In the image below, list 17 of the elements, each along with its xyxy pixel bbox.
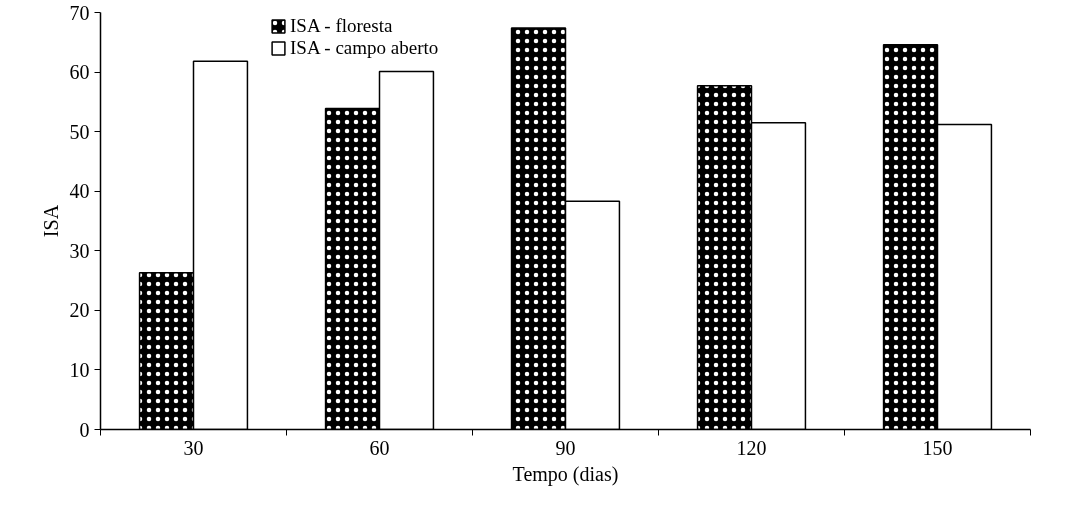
y-axis-title: ISA bbox=[39, 204, 62, 238]
y-tick-label: 60 bbox=[69, 61, 90, 84]
x-tick-label: 30 bbox=[183, 436, 204, 459]
x-tick-label: 150 bbox=[922, 436, 953, 459]
x-tick-label: 120 bbox=[736, 436, 767, 459]
y-tick-label: 30 bbox=[69, 239, 90, 262]
legend-label: ISA - floresta bbox=[290, 15, 393, 37]
x-tick-label: 60 bbox=[369, 436, 390, 459]
y-tick-label: 40 bbox=[69, 180, 90, 203]
x-axis-title: Tempo (dias) bbox=[512, 462, 619, 486]
legend-label: ISA - campo aberto bbox=[290, 37, 439, 59]
y-tick-label: 0 bbox=[79, 418, 90, 441]
y-tick-label: 50 bbox=[69, 120, 90, 143]
y-tick-label: 20 bbox=[69, 299, 90, 322]
y-tick-label: 70 bbox=[69, 1, 90, 24]
y-tick-label: 10 bbox=[69, 358, 90, 381]
x-tick-label: 90 bbox=[555, 436, 576, 459]
